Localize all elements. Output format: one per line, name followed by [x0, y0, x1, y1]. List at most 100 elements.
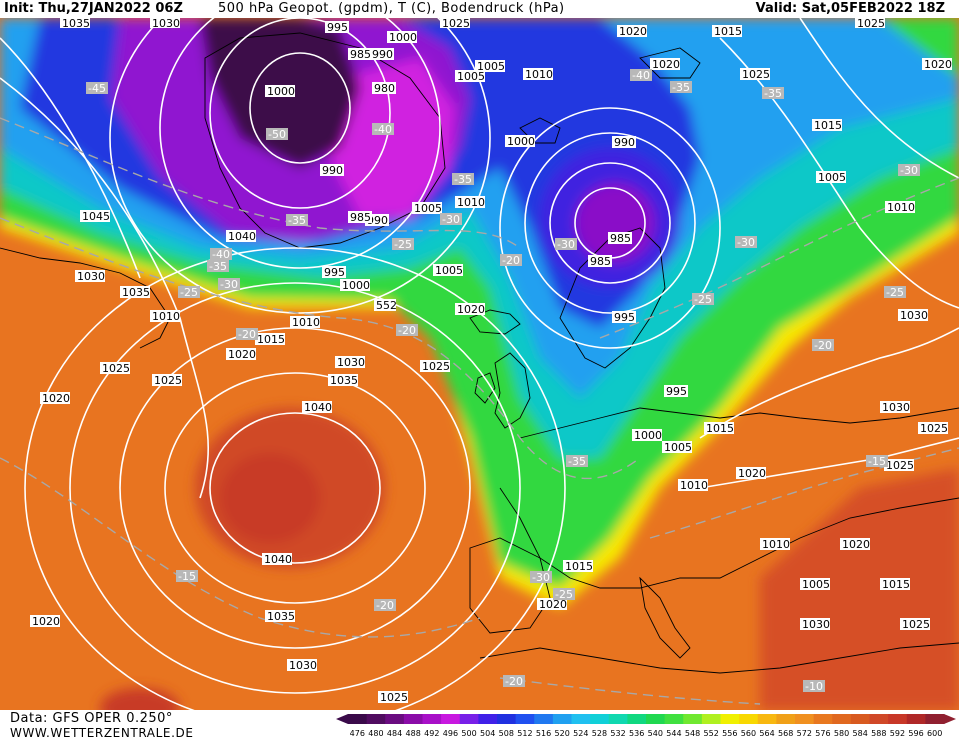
svg-text:1035: 1035 [62, 18, 90, 30]
temp-label: -40 [372, 123, 394, 136]
scale-swatch [869, 714, 889, 724]
website-link[interactable]: WWW.WETTERZENTRALE.DE [10, 726, 194, 740]
temp-label: -10 [803, 680, 825, 693]
svg-text:1025: 1025 [920, 422, 948, 435]
isobar-label: 1025 [152, 374, 182, 387]
svg-text:-20: -20 [376, 599, 394, 612]
svg-text:1030: 1030 [152, 18, 180, 30]
svg-text:1005: 1005 [435, 264, 463, 277]
svg-text:1030: 1030 [802, 618, 830, 631]
isobar-label: 1000 [505, 135, 535, 148]
isobar-label: 1000 [340, 279, 370, 292]
svg-text:985: 985 [350, 211, 371, 224]
svg-text:1020: 1020 [738, 467, 766, 480]
scale-swatch [701, 714, 721, 724]
svg-text:995: 995 [327, 21, 348, 34]
weather-map: 995 1000 985 990 1005 1000 1005 1010 100… [0, 18, 959, 710]
scale-swatch [590, 714, 610, 724]
coastlines [0, 32, 959, 674]
svg-text:-20: -20 [238, 328, 256, 341]
isobar-label: 1020 [617, 25, 647, 38]
isobar-label: 1025 [855, 18, 885, 30]
svg-text:-30: -30 [737, 236, 755, 249]
svg-text:980: 980 [374, 82, 395, 95]
svg-text:1010: 1010 [887, 201, 915, 214]
svg-text:1030: 1030 [882, 401, 910, 414]
svg-text:1015: 1015 [706, 422, 734, 435]
isobar-label: 1010 [455, 196, 485, 209]
isobar-label: 1030 [75, 270, 105, 283]
temp-label: -35 [566, 455, 588, 468]
temp-label: -25 [692, 293, 714, 306]
svg-text:-25: -25 [886, 286, 904, 299]
height-contour-label: 552 [374, 299, 397, 312]
scale-swatch [739, 714, 759, 724]
isobar-label: 1030 [800, 618, 830, 631]
isobar-label: 990 [612, 136, 636, 149]
svg-text:-25: -25 [180, 286, 198, 299]
isobar-label: 1005 [455, 70, 485, 83]
svg-text:1005: 1005 [664, 441, 692, 454]
svg-text:-15: -15 [868, 455, 886, 468]
scale-swatch [441, 714, 461, 724]
isobar-label: 1010 [678, 479, 708, 492]
scale-tick-label: 504 [480, 729, 495, 738]
isobar-label: 1040 [226, 230, 256, 243]
svg-text:985: 985 [350, 48, 371, 61]
svg-text:1020: 1020 [228, 348, 256, 361]
isobar-label: 1040 [302, 401, 332, 414]
scale-swatch [888, 714, 908, 724]
temp-label: -15 [866, 455, 888, 468]
svg-text:1025: 1025 [886, 459, 914, 472]
svg-text:1005: 1005 [457, 70, 485, 83]
isobar-label: 1025 [900, 618, 930, 631]
svg-text:-15: -15 [178, 570, 196, 583]
svg-text:1020: 1020 [924, 58, 952, 71]
svg-text:1015: 1015 [565, 560, 593, 573]
scale-swatch [348, 714, 368, 724]
scale-tick-label: 532 [610, 729, 625, 738]
svg-text:-45: -45 [88, 82, 106, 95]
color-scale-bar: 476 480 484 488 492 496 500 504 508 512 516 520 524 5… [336, 714, 956, 738]
temp-label: -15 [176, 570, 198, 583]
svg-text:-25: -25 [394, 238, 412, 251]
isobar-label: 1015 [704, 422, 734, 435]
isobar-label: 1025 [740, 68, 770, 81]
svg-text:1025: 1025 [102, 362, 130, 375]
svg-text:1000: 1000 [634, 429, 662, 442]
svg-text:-35: -35 [288, 214, 306, 227]
svg-text:1030: 1030 [337, 356, 365, 369]
map-header: Init: Thu,27JAN2022 06Z 500 hPa Geopot. … [0, 0, 959, 19]
scale-swatch [534, 714, 554, 724]
isobar-label: 1025 [420, 360, 450, 373]
isobar-label: 1025 [378, 691, 408, 704]
svg-text:1020: 1020 [842, 538, 870, 551]
isobar-label: 1020 [40, 392, 70, 405]
scale-tick-label: 544 [666, 729, 681, 738]
scale-tick-label: 492 [424, 729, 439, 738]
isobar-label: 995 [612, 311, 636, 324]
isobar-label: 1015 [712, 25, 742, 38]
svg-text:1000: 1000 [507, 135, 535, 148]
svg-text:1040: 1040 [228, 230, 256, 243]
scale-tick-label: 480 [368, 729, 383, 738]
svg-text:-50: -50 [268, 128, 286, 141]
scale-tick-label: 476 [350, 729, 365, 738]
scale-tick-label: 520 [555, 729, 570, 738]
map-title: 500 hPa Geopot. (gpdm), T (C), Bodendruc… [218, 1, 565, 16]
svg-text:552: 552 [376, 299, 397, 312]
scale-swatch [757, 714, 777, 724]
scale-tick-label: 536 [629, 729, 644, 738]
isobar-label: 1030 [335, 356, 365, 369]
temp-label: -30 [898, 164, 920, 177]
svg-text:-35: -35 [568, 455, 586, 468]
scale-tick-label: 484 [387, 729, 402, 738]
temp-label: -45 [86, 82, 108, 95]
temp-label: -20 [503, 675, 525, 688]
temp-label: -30 [555, 238, 577, 251]
isobar-label: 1005 [412, 202, 442, 215]
scale-tick-label: 540 [648, 729, 663, 738]
svg-text:1015: 1015 [814, 119, 842, 132]
isobars [0, 18, 959, 710]
scale-swatch [571, 714, 591, 724]
